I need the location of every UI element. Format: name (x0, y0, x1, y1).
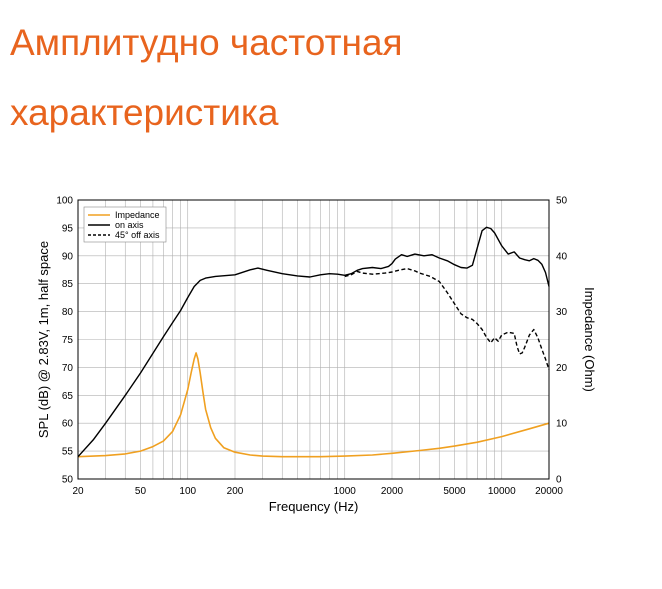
x-tick-label: 20 (72, 486, 84, 497)
y2-tick-label: 0 (556, 475, 562, 486)
x-axis-label: Frequency (Hz) (269, 499, 359, 514)
y-tick-label: 65 (62, 391, 74, 402)
legend-label: 45° off axis (115, 230, 160, 240)
x-tick-label: 10000 (488, 486, 516, 497)
impedance-line (77, 352, 550, 458)
y2-tick-label: 10 (556, 419, 568, 430)
x-tick-label: 1000 (334, 486, 357, 497)
y2-axis-label: Impedance (Ohm) (582, 287, 597, 392)
y-tick-label: 100 (56, 196, 73, 207)
on-axis-line (77, 226, 550, 458)
y2-tick-label: 40 (556, 251, 568, 262)
y-tick-label: 95 (62, 223, 74, 234)
y2-tick-label: 50 (556, 196, 568, 207)
off-axis-line (344, 267, 550, 370)
x-tick-label: 2000 (381, 486, 404, 497)
slide-title-line-2: характеристика (10, 92, 279, 133)
y-tick-label: 50 (62, 475, 74, 486)
tick-labels: 20 50 100 200 1000 2000 5000 10000 2000050556065… (56, 196, 567, 498)
x-tick-label: 5000 (443, 486, 466, 497)
series-layer (77, 226, 550, 458)
y-tick-label: 75 (62, 335, 74, 346)
y-tick-label: 55 (62, 447, 74, 458)
x-tick-label: 20000 (535, 486, 563, 497)
x-tick-label: 50 (135, 486, 147, 497)
y-axis-label: SPL (dB) @ 2.83V, 1m, half space (36, 241, 51, 438)
y-tick-label: 60 (62, 419, 74, 430)
slide-title-line-1: Амплитудно частотная (10, 22, 403, 63)
x-tick-label: 100 (179, 486, 196, 497)
y-tick-label: 85 (62, 279, 74, 290)
x-tick-label: 200 (227, 486, 244, 497)
y-tick-label: 80 (62, 307, 74, 318)
slide-title: Амплитудно частотная характеристика (10, 8, 403, 148)
legend-label: on axis (115, 220, 144, 230)
y2-tick-label: 20 (556, 363, 568, 374)
plot-frame (77, 199, 550, 480)
legend-label: Impedance (115, 210, 160, 220)
y2-tick-label: 30 (556, 307, 568, 318)
y-tick-label: 90 (62, 251, 74, 262)
y-tick-label: 70 (62, 363, 74, 374)
